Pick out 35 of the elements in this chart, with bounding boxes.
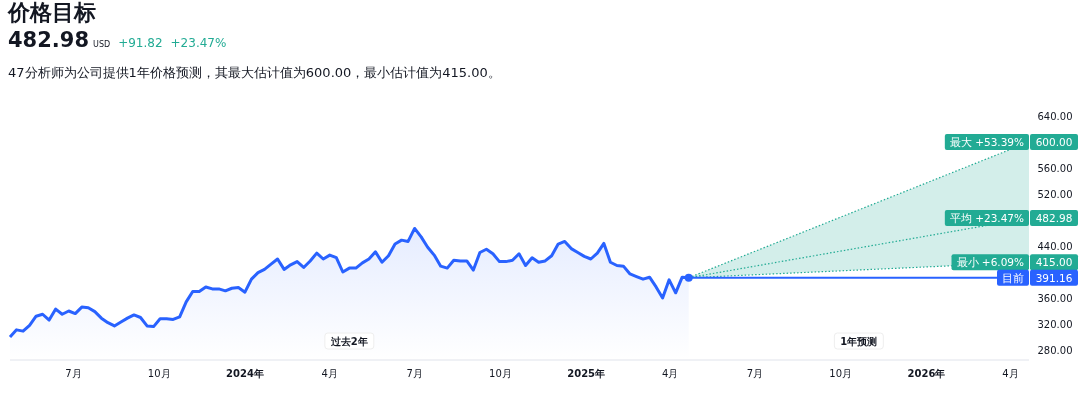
- x-tick-label: 4月: [321, 368, 338, 379]
- y-tick-label: 280.00: [1037, 345, 1073, 356]
- data-label: 391.16: [1035, 271, 1073, 284]
- x-tick-label: 2024年: [226, 368, 264, 379]
- y-tick-label: 440.00: [1037, 241, 1073, 252]
- text: 482.98: [8, 28, 90, 52]
- y-tick-label: 360.00: [1037, 293, 1073, 304]
- text: USD: [93, 40, 111, 49]
- text: +91.82: [118, 36, 163, 50]
- y-tick-label: 520.00: [1037, 189, 1073, 200]
- x-tick-label: 10月: [829, 368, 853, 379]
- x-tick-label: 4月: [661, 368, 679, 379]
- x-tick-label: 2026年: [907, 368, 946, 379]
- x-tick-label: 2025年: [567, 368, 606, 379]
- data-label: 600.00: [1035, 136, 1073, 148]
- legend-label: 最大 +53.39%: [949, 136, 1025, 148]
- x-tick-label: 4月: [1002, 368, 1019, 379]
- y-tick-label: 560.00: [1037, 163, 1073, 174]
- x-tick-label: 7月: [746, 368, 764, 379]
- x-tick-label: 10月: [489, 368, 512, 379]
- annotation: 1年预测: [840, 336, 878, 347]
- series-label: 平均 +23.47%: [949, 212, 1025, 225]
- chart-title: 价格目标: [8, 0, 97, 27]
- legend-label: 目前: [1002, 271, 1024, 284]
- series-label: 最小 +6.09%: [956, 256, 1025, 269]
- data-label: 482.98: [1035, 212, 1073, 225]
- y-tick-label: 640.00: [1037, 111, 1073, 122]
- x-tick-label: 7月: [65, 368, 82, 379]
- data-label: 415.00: [1035, 256, 1073, 269]
- x-tick-label: 7月: [406, 368, 423, 379]
- y-tick-label: 320.00: [1037, 319, 1073, 330]
- text: +23.47%: [170, 36, 227, 50]
- text: 47分析师为公司提供1年价格预测，其最大估计值为600.00，最小估计值为415.00。: [8, 64, 501, 82]
- annotation: 过去2年: [329, 336, 368, 347]
- x-tick-label: 10月: [147, 368, 171, 379]
